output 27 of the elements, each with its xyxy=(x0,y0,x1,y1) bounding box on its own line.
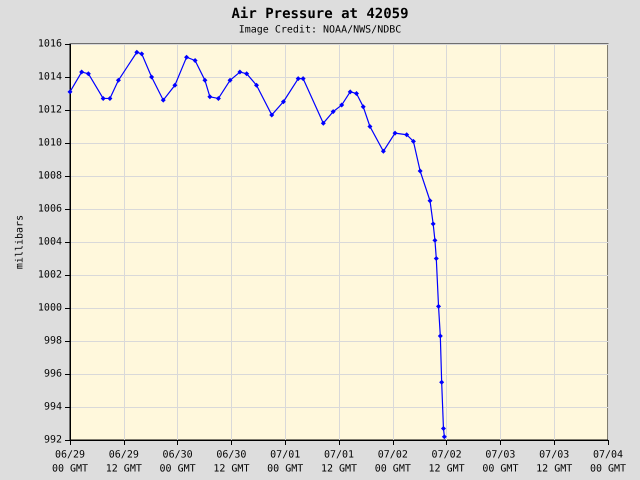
x-tick-label: 06/29 12 GMT xyxy=(106,450,142,474)
x-tick-label: 07/01 12 GMT xyxy=(320,450,358,474)
x-tick-label: 06/30 12 GMT xyxy=(213,450,250,474)
x-tick-label: 06/29 00 GMT xyxy=(52,450,88,474)
y-tick-label: 998 xyxy=(44,336,62,346)
y-tick-label: 1014 xyxy=(38,72,62,82)
y-tick-label: 1008 xyxy=(38,170,62,182)
x-tick-label: 07/03 00 GMT xyxy=(482,450,518,474)
y-tick-label: 1016 xyxy=(38,38,62,50)
x-tick-label: 07/03 12 GMT xyxy=(536,450,572,474)
x-tick-label: 07/01 00 GMT xyxy=(267,450,304,474)
y-tick-label: 992 xyxy=(44,434,62,446)
x-tick-label: 06/30 00 GMT xyxy=(160,450,196,474)
x-tick-label: 07/02 00 GMT xyxy=(374,450,411,474)
y-axis-title: millibars xyxy=(14,214,26,270)
y-tick-label: 996 xyxy=(44,368,62,380)
y-tick-label: 1006 xyxy=(38,204,62,214)
x-tick-label: 07/04 00 GMT xyxy=(590,450,626,474)
chart-title: Air Pressure at 42059 xyxy=(231,6,409,22)
y-tick-label: 1004 xyxy=(38,236,62,248)
y-tick-label: 1010 xyxy=(38,138,62,148)
x-tick-label: 07/02 12 GMT xyxy=(428,450,465,474)
y-tick-label: 1002 xyxy=(38,270,62,280)
y-tick-label: 994 xyxy=(44,402,62,412)
y-tick-label: 1000 xyxy=(38,302,62,314)
chart-subtitle: Image Credit: NOAA/NWS/NDBC xyxy=(238,24,402,36)
y-tick-label: 1012 xyxy=(38,104,62,116)
